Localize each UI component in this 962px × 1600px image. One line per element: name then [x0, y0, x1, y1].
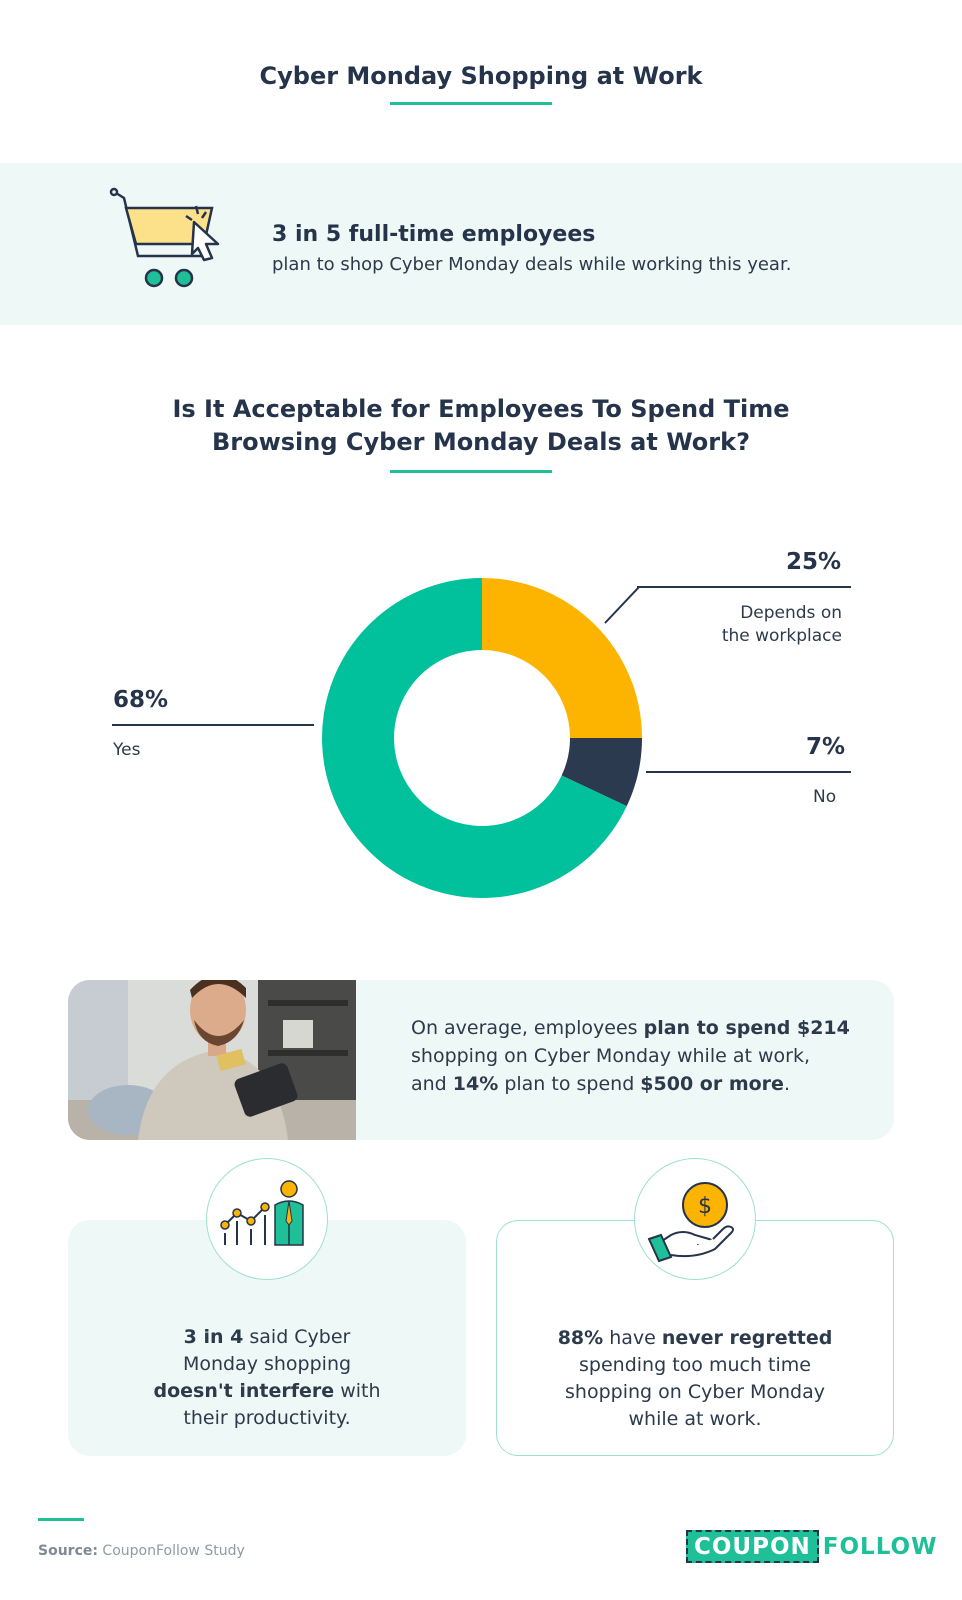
footer-accent-line — [38, 1518, 84, 1521]
source-text: CouponFollow Study — [97, 1543, 245, 1559]
productivity-text-2: Monday shopping — [182, 1353, 352, 1375]
donut-chart — [322, 578, 642, 898]
yes-percent-label: 68% — [113, 687, 169, 713]
no-percent-label: 7% — [806, 734, 846, 760]
spend-text-2: shopping on Cyber Monday while at work, — [411, 1045, 810, 1067]
spend-card-text: On average, employees plan to spend $214… — [411, 1014, 871, 1098]
svg-text:$: $ — [698, 1194, 712, 1219]
spend-text-4: plan to spend — [498, 1073, 641, 1095]
couponfollow-logo: COUPON FOLLOW — [686, 1530, 937, 1566]
title-underline — [390, 102, 552, 105]
spend-text-3: and — [411, 1073, 453, 1095]
chart-title: Is It Acceptable for Employees To Spend … — [0, 393, 962, 459]
logo-follow-text: FOLLOW — [822, 1534, 938, 1560]
chart-title-underline — [390, 470, 552, 473]
intro-stat-subtext: plan to shop Cyber Monday deals while wo… — [272, 254, 792, 275]
regret-bold-1: 88% — [557, 1327, 604, 1349]
depends-label-line1: Depends on — [740, 603, 842, 623]
regret-icon-circle: $ — [634, 1158, 756, 1280]
no-category-label: No — [813, 787, 837, 807]
productivity-text-1: said Cyber — [243, 1326, 351, 1348]
spend-text-3-bold: 14% — [452, 1073, 499, 1095]
productivity-card-text: 3 in 4 said Cyber Monday shopping doesn'… — [68, 1324, 466, 1432]
regret-card-text: 88% have never regretted spending too mu… — [497, 1325, 893, 1433]
spend-text-1: On average, employees — [411, 1017, 644, 1039]
regret-text-2: spending too much time — [579, 1354, 811, 1376]
productivity-card: 3 in 4 said Cyber Monday shopping doesn'… — [68, 1220, 466, 1456]
productivity-text-4: their productivity. — [183, 1407, 351, 1429]
chart-title-line1: Is It Acceptable for Employees To Spend … — [172, 395, 790, 423]
regret-bold-2: never regretted — [661, 1327, 833, 1349]
donut-slice-yes — [322, 578, 627, 898]
yes-leader-line — [112, 724, 314, 726]
yes-category-label: Yes — [113, 740, 141, 760]
productivity-bold-1: 3 in 4 — [183, 1326, 244, 1348]
depends-leader-line-diag — [604, 586, 640, 624]
productivity-bold-2: doesn't interfere — [153, 1380, 335, 1402]
source-label: Source: — [38, 1543, 98, 1559]
productivity-icon-circle — [206, 1158, 328, 1280]
depends-category-label: Depends on the workplace — [680, 602, 842, 648]
intro-stat-headline: 3 in 5 full-time employees — [272, 222, 596, 247]
spend-text-1-bold: plan to spend $214 — [643, 1017, 850, 1039]
logo-coupon-text: COUPON — [686, 1530, 819, 1563]
shopping-cart-icon — [109, 187, 220, 288]
depends-label-line2: the workplace — [721, 626, 842, 646]
spend-text-4-bold: $500 or more — [640, 1073, 784, 1095]
chart-title-line2: Browsing Cyber Monday Deals at Work? — [211, 428, 751, 456]
no-leader-line — [646, 771, 851, 773]
productivity-text-3: with — [334, 1380, 381, 1402]
spend-card: On average, employees plan to spend $214… — [68, 980, 894, 1140]
man-shopping-photo — [68, 980, 356, 1140]
page-title: Cyber Monday Shopping at Work — [259, 62, 703, 90]
depends-leader-line-h — [637, 586, 851, 588]
hand-coin-dollar-icon: $ — [647, 1182, 734, 1263]
donut-slice-depends — [482, 578, 642, 738]
regret-text-3: shopping on Cyber Monday — [565, 1381, 825, 1403]
donut-slice-no — [561, 738, 642, 807]
regret-text-4: while at work. — [628, 1408, 762, 1430]
depends-percent-label: 25% — [786, 549, 842, 575]
growth-chart-person-icon — [220, 1180, 304, 1246]
spend-text-5: . — [783, 1073, 790, 1095]
regret-text-1: have — [603, 1327, 662, 1349]
source-citation: Source: CouponFollow Study — [38, 1543, 245, 1559]
